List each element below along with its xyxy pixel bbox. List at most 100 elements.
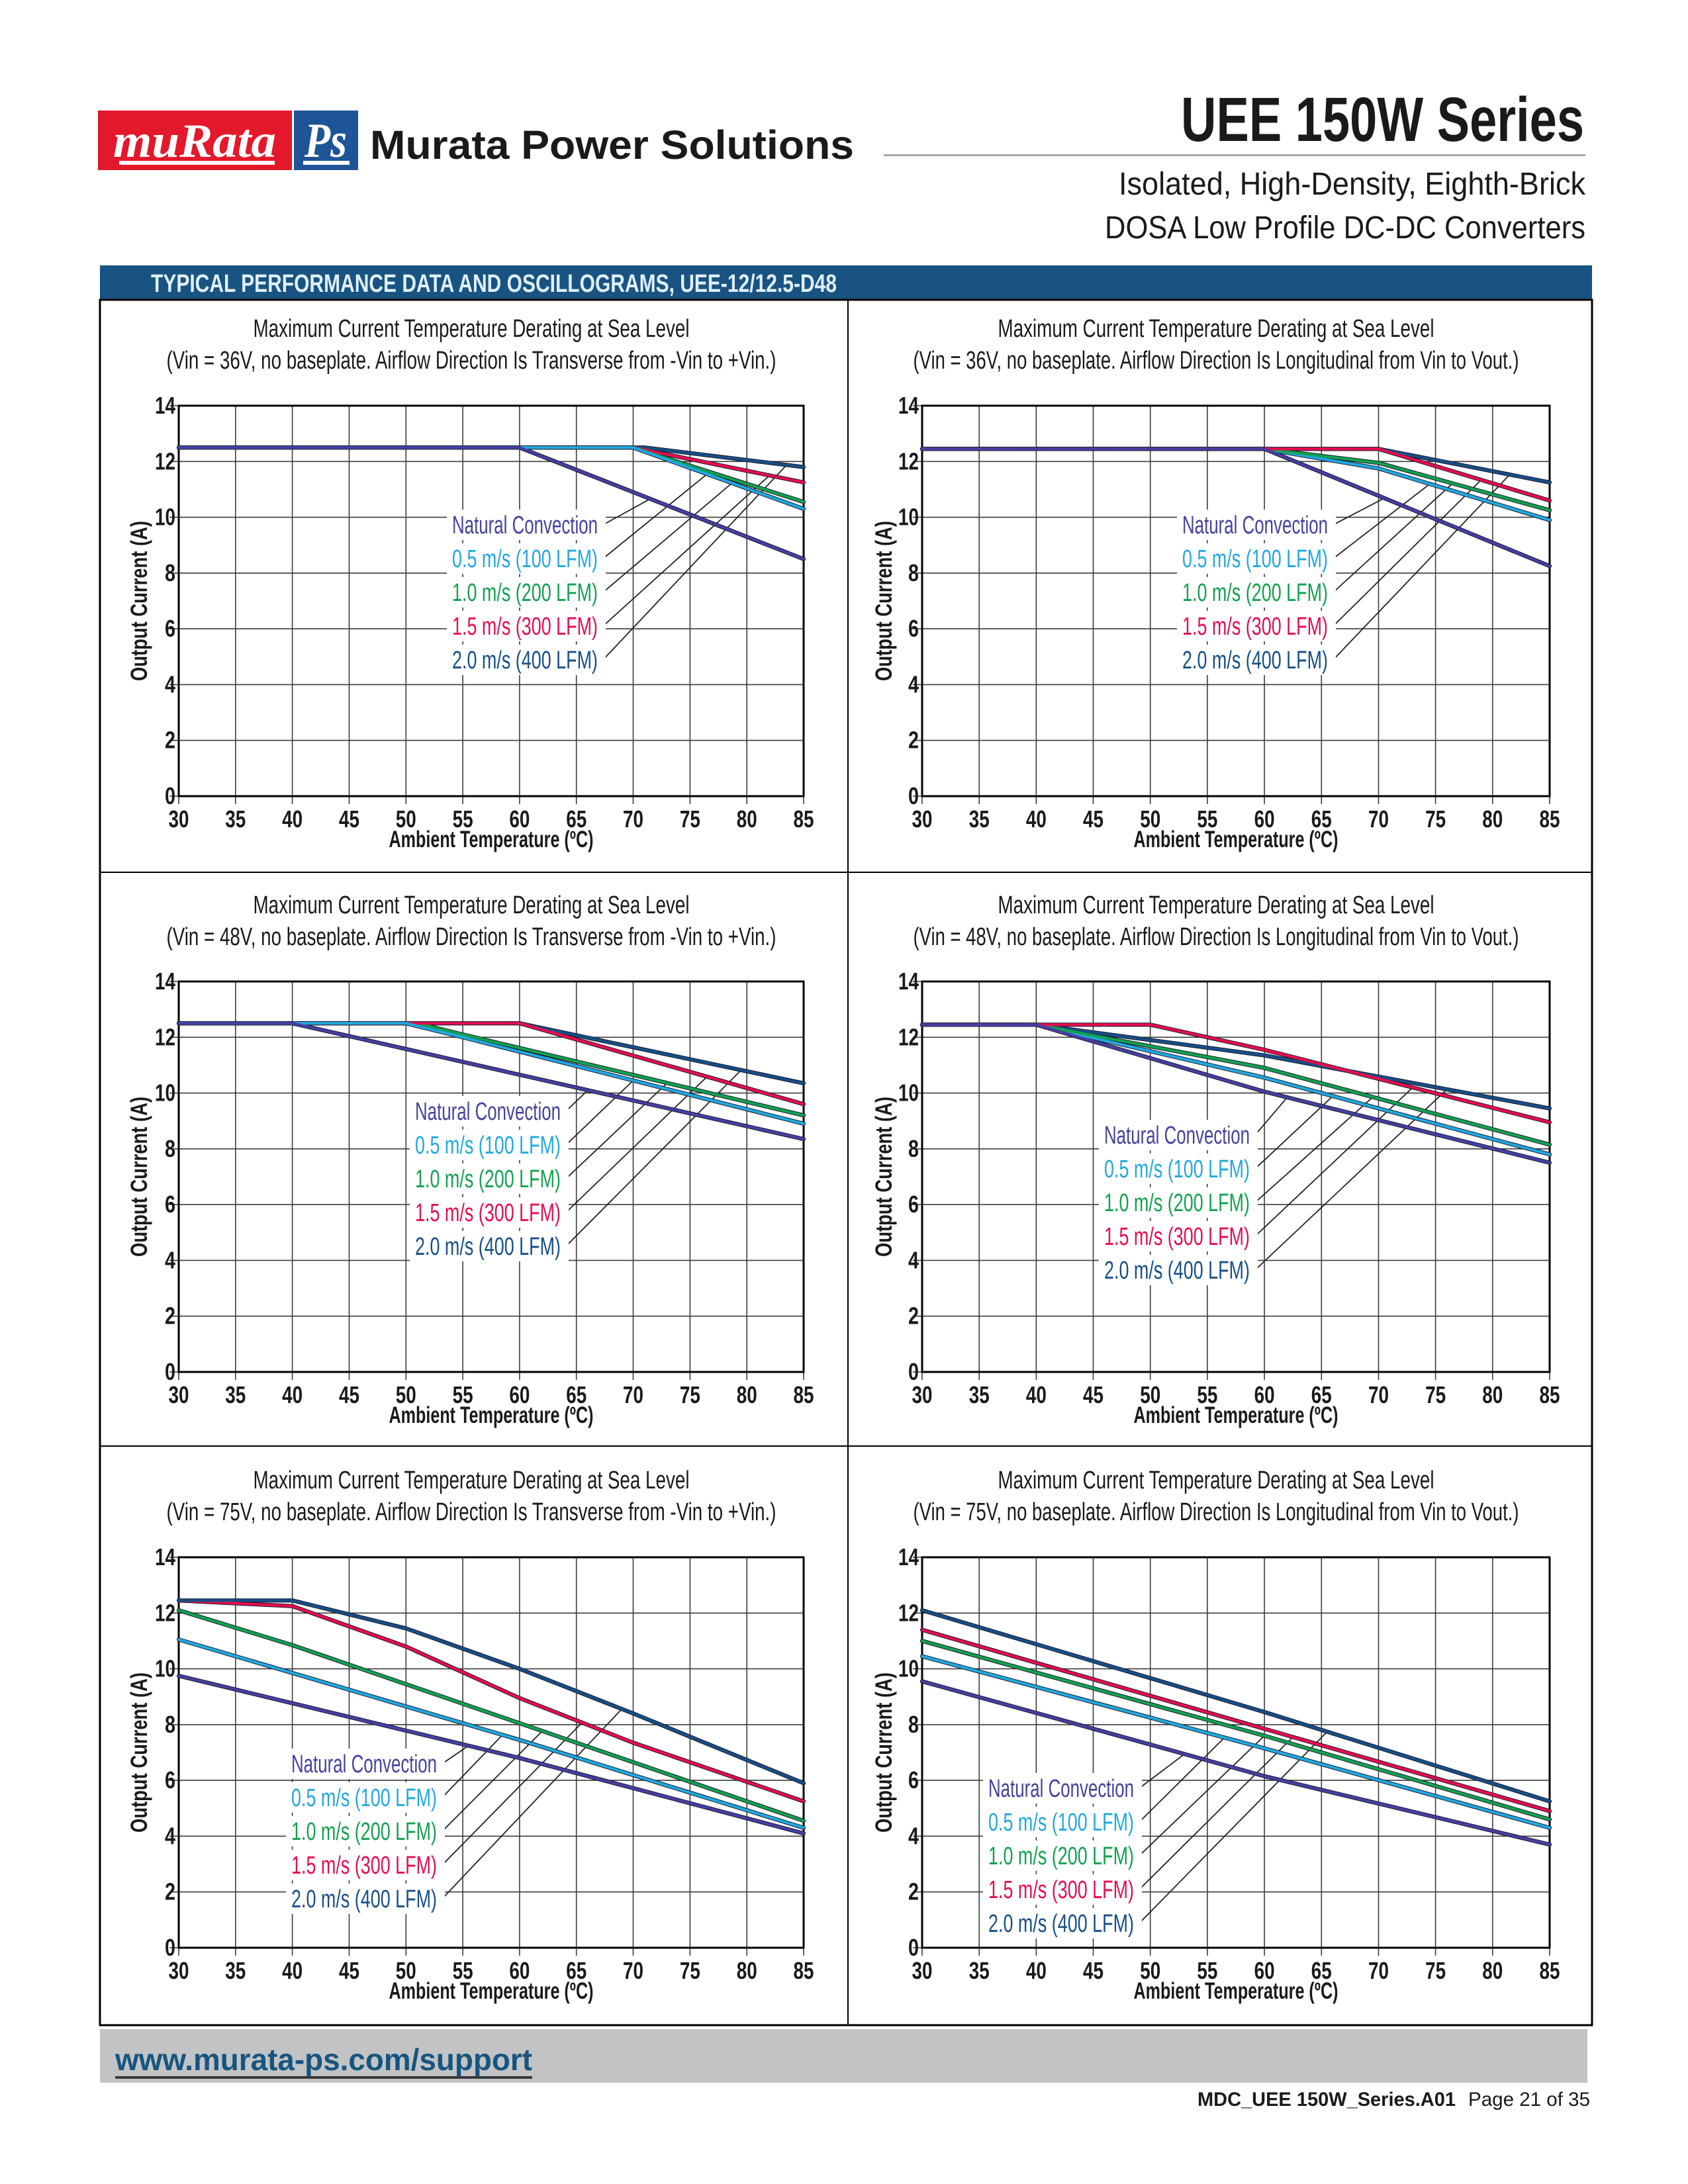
svg-text:0.5 m/s (100 LFM): 0.5 m/s (100 LFM) [291, 1784, 437, 1812]
svg-text:2: 2 [165, 1878, 175, 1905]
svg-text:(Vin = 75V, no baseplate. Airf: (Vin = 75V, no baseplate. Airflow Direct… [914, 1498, 1519, 1526]
svg-text:2: 2 [165, 1302, 175, 1330]
svg-text:Maximum Current Temperature De: Maximum Current Temperature Derating at … [998, 1467, 1434, 1494]
svg-text:Ps: Ps [304, 114, 347, 168]
svg-text:Ambient Temperature (ºC): Ambient Temperature (ºC) [389, 827, 594, 852]
svg-text:45: 45 [339, 805, 359, 833]
svg-text:50: 50 [1140, 805, 1160, 833]
svg-text:50: 50 [1140, 1957, 1160, 1984]
svg-text:0: 0 [165, 1934, 175, 1961]
svg-text:Maximum Current Temperature De: Maximum Current Temperature Derating at … [254, 315, 690, 343]
svg-text:40: 40 [1026, 1381, 1047, 1408]
svg-text:10: 10 [898, 1079, 919, 1107]
svg-text:Page 21 of 35: Page 21 of 35 [1468, 2089, 1590, 2111]
svg-text:0.5 m/s (100 LFM): 0.5 m/s (100 LFM) [452, 545, 598, 573]
svg-text:50: 50 [396, 1957, 416, 1984]
svg-text:75: 75 [1425, 1957, 1446, 1984]
svg-text:4: 4 [908, 1246, 919, 1273]
svg-text:Output Current (A): Output Current (A) [871, 1672, 897, 1833]
svg-text:8: 8 [908, 1711, 919, 1738]
svg-text:80: 80 [1482, 1381, 1503, 1408]
svg-text:8: 8 [165, 1711, 175, 1738]
svg-text:Output Current (A): Output Current (A) [126, 1097, 152, 1257]
svg-text:10: 10 [898, 504, 919, 531]
svg-text:Output Current (A): Output Current (A) [871, 1097, 897, 1257]
svg-text:14: 14 [898, 392, 919, 419]
svg-text:MDC_UEE 150W_Series.A01: MDC_UEE 150W_Series.A01 [1197, 2089, 1456, 2111]
svg-text:0: 0 [165, 1358, 175, 1385]
svg-text:0: 0 [908, 1934, 919, 1961]
svg-text:85: 85 [1540, 1957, 1560, 1984]
svg-text:1.5 m/s (300 LFM): 1.5 m/s (300 LFM) [452, 613, 598, 641]
svg-text:2.0 m/s (400 LFM): 2.0 m/s (400 LFM) [415, 1233, 561, 1261]
svg-text:1.0 m/s (200 LFM): 1.0 m/s (200 LFM) [415, 1165, 561, 1193]
svg-text:2.0 m/s (400 LFM): 2.0 m/s (400 LFM) [1104, 1257, 1250, 1285]
svg-text:55: 55 [1197, 805, 1217, 833]
svg-text:50: 50 [396, 805, 416, 833]
svg-text:0.5 m/s (100 LFM): 0.5 m/s (100 LFM) [988, 1809, 1134, 1837]
svg-text:12: 12 [898, 1023, 919, 1050]
svg-text:55: 55 [1197, 1381, 1217, 1408]
svg-text:10: 10 [155, 1079, 175, 1107]
svg-text:(Vin = 36V, no baseplate. Airf: (Vin = 36V, no baseplate. Airflow Direct… [167, 347, 776, 375]
svg-text:2: 2 [165, 727, 175, 754]
svg-text:2.0 m/s (400 LFM): 2.0 m/s (400 LFM) [988, 1910, 1134, 1938]
svg-text:30: 30 [912, 805, 933, 833]
svg-text:14: 14 [898, 1543, 919, 1570]
svg-text:1.0 m/s (200 LFM): 1.0 m/s (200 LFM) [452, 579, 598, 607]
svg-text:Ambient Temperature (ºC): Ambient Temperature (ºC) [389, 1402, 594, 1428]
svg-text:60: 60 [1254, 805, 1275, 833]
svg-text:45: 45 [339, 1381, 359, 1408]
svg-text:10: 10 [898, 1655, 919, 1682]
svg-text:Maximum Current Temperature De: Maximum Current Temperature Derating at … [254, 891, 690, 919]
svg-text:60: 60 [509, 805, 530, 833]
svg-text:80: 80 [737, 1957, 757, 1984]
svg-text:8: 8 [908, 1135, 919, 1162]
svg-text:1.5 m/s (300 LFM): 1.5 m/s (300 LFM) [1104, 1223, 1250, 1251]
svg-text:Murata Power Solutions: Murata Power Solutions [370, 122, 854, 167]
svg-text:30: 30 [912, 1381, 933, 1408]
svg-text:0.5 m/s (100 LFM): 0.5 m/s (100 LFM) [415, 1132, 561, 1160]
svg-text:4: 4 [908, 670, 919, 698]
svg-text:2: 2 [908, 1878, 919, 1905]
svg-text:30: 30 [169, 1957, 189, 1984]
svg-text:40: 40 [282, 1381, 303, 1408]
svg-text:45: 45 [339, 1957, 359, 1984]
svg-text:75: 75 [680, 1381, 700, 1408]
svg-text:1.0 m/s (200 LFM): 1.0 m/s (200 LFM) [1104, 1189, 1250, 1217]
svg-text:55: 55 [453, 1381, 473, 1408]
svg-text:65: 65 [1311, 1381, 1332, 1408]
svg-text:4: 4 [165, 1822, 175, 1849]
svg-text:6: 6 [908, 1191, 919, 1218]
svg-text:70: 70 [623, 1381, 643, 1408]
svg-text:0: 0 [165, 782, 175, 809]
svg-text:2: 2 [908, 1302, 919, 1330]
svg-text:70: 70 [1368, 805, 1389, 833]
svg-text:55: 55 [453, 805, 473, 833]
svg-text:Natural Convection: Natural Convection [452, 512, 598, 539]
svg-text:80: 80 [737, 1381, 757, 1408]
svg-text:85: 85 [794, 805, 814, 833]
svg-text:35: 35 [969, 1957, 990, 1984]
svg-text:2.0 m/s (400 LFM): 2.0 m/s (400 LFM) [452, 647, 598, 674]
svg-text:1.0 m/s (200 LFM): 1.0 m/s (200 LFM) [1182, 579, 1328, 607]
svg-text:12: 12 [155, 1599, 175, 1626]
svg-text:85: 85 [794, 1957, 814, 1984]
svg-text:14: 14 [155, 392, 175, 419]
svg-text:(Vin = 75V, no baseplate. Airf: (Vin = 75V, no baseplate. Airflow Direct… [167, 1498, 776, 1526]
svg-text:40: 40 [1026, 1957, 1047, 1984]
svg-text:6: 6 [165, 615, 175, 642]
svg-text:30: 30 [912, 1957, 933, 1984]
svg-text:55: 55 [1197, 1957, 1217, 1984]
svg-text:12: 12 [155, 1023, 175, 1050]
svg-text:6: 6 [908, 615, 919, 642]
svg-text:Output Current (A): Output Current (A) [126, 1672, 152, 1833]
svg-text:1.0 m/s (200 LFM): 1.0 m/s (200 LFM) [291, 1818, 437, 1846]
svg-text:65: 65 [1311, 1957, 1332, 1984]
svg-text:TYPICAL PERFORMANCE DATA AND O: TYPICAL PERFORMANCE DATA AND OSCILLOGRAM… [151, 270, 837, 298]
svg-text:85: 85 [794, 1381, 814, 1408]
svg-text:Maximum Current Temperature De: Maximum Current Temperature Derating at … [998, 315, 1434, 343]
svg-text:2: 2 [908, 727, 919, 754]
svg-text:30: 30 [169, 805, 189, 833]
svg-text:Natural Convection: Natural Convection [1182, 512, 1328, 539]
